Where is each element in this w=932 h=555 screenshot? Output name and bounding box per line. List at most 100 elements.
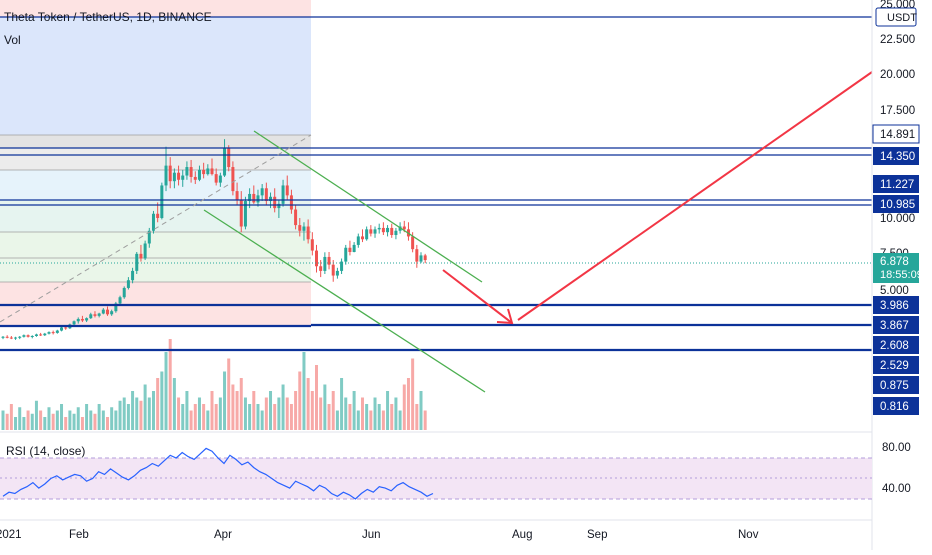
candle-body	[273, 196, 277, 209]
price-label-box	[873, 195, 919, 213]
volume-bar	[356, 410, 360, 430]
volume-bar	[214, 404, 218, 430]
price-label-box	[873, 376, 919, 394]
volume-bar	[118, 400, 122, 430]
volume-bar	[131, 391, 135, 430]
volume-bar	[277, 397, 281, 430]
fib-band	[0, 232, 311, 258]
candle-body	[126, 280, 130, 288]
volume-bar	[22, 417, 26, 430]
candle-body	[43, 333, 47, 336]
candle-body	[360, 236, 364, 240]
volume-bar	[369, 410, 373, 430]
arrowhead	[496, 308, 514, 325]
candle-body	[197, 169, 201, 180]
rsi-axis: 80.00 40.00	[882, 442, 911, 495]
candle-body	[85, 318, 89, 321]
candle-body	[76, 318, 80, 322]
volume-bar	[302, 352, 306, 430]
volume-bar	[106, 417, 109, 430]
volume-bar	[323, 384, 327, 430]
scroll-button[interactable]	[873, 522, 929, 550]
volume-bar	[39, 410, 43, 430]
volume-bar	[206, 410, 210, 430]
candle-body	[22, 335, 26, 337]
candle-body	[319, 266, 323, 271]
candle-body	[239, 199, 243, 227]
time-tick-label: Feb	[69, 529, 89, 541]
volume-bar	[185, 391, 189, 430]
candle-body	[172, 172, 176, 182]
price-label-box	[873, 147, 919, 165]
volume-bar	[26, 410, 30, 430]
candle-body	[390, 227, 394, 236]
time-tick-label: Aug	[512, 529, 532, 541]
candle-body	[89, 314, 93, 319]
candle-body	[202, 169, 206, 175]
volume-bar	[365, 404, 369, 430]
candle-body	[9, 337, 13, 339]
volume-bar	[348, 404, 352, 430]
volume-bar	[72, 413, 76, 430]
volume-bar	[181, 404, 185, 430]
volume-bar	[55, 410, 59, 430]
price-label-3-867: 3.867	[873, 316, 919, 334]
candle-body	[5, 336, 9, 338]
candle-body	[1, 336, 5, 338]
candle-body	[101, 309, 105, 314]
candle-body	[147, 230, 151, 244]
candle-body	[398, 226, 402, 231]
volume-bar	[160, 371, 164, 430]
price-label-text: 0.875	[880, 380, 909, 392]
volume-bar	[252, 391, 256, 430]
candle-body	[143, 243, 147, 259]
volume-bar	[386, 391, 390, 430]
symbol-title[interactable]: Theta Token / TetherUS, 1D, BINANCE	[4, 10, 212, 24]
price-label-text: 2.608	[880, 340, 909, 352]
volume-bar	[202, 404, 206, 430]
candle-body	[386, 227, 390, 233]
volume-bar	[406, 378, 410, 430]
candle-body	[223, 148, 227, 176]
blue-zone	[0, 0, 311, 135]
candle-body	[415, 249, 419, 262]
volume-bar	[93, 413, 97, 430]
volume-bar	[14, 417, 18, 430]
candle-body	[243, 201, 247, 227]
candle-body	[356, 236, 360, 245]
candle-body	[344, 247, 348, 262]
candle-body	[394, 230, 398, 236]
volume-bar	[310, 391, 314, 430]
price-label-text: 11.227	[880, 179, 914, 191]
candle-body	[227, 148, 231, 168]
fib-band	[0, 135, 311, 148]
price-tick-label: 17.500	[880, 105, 915, 117]
fib-band	[0, 306, 311, 326]
candle-body	[302, 226, 306, 231]
candle-body	[214, 174, 218, 183]
candle-body	[47, 332, 51, 334]
volume-bar	[269, 391, 273, 430]
candle-body	[26, 335, 30, 337]
candle-body	[231, 167, 235, 192]
volume-bar	[197, 397, 201, 430]
volume-bar	[97, 404, 101, 430]
volume-bar	[319, 397, 323, 430]
volume-bar	[373, 397, 377, 430]
volume-bar	[315, 365, 318, 430]
candle-body	[306, 226, 310, 240]
volume-bar	[30, 413, 34, 430]
scroll-button-bg	[873, 522, 929, 550]
volume-bar	[298, 371, 302, 430]
price-label-box	[873, 296, 919, 314]
candle-body	[72, 321, 76, 325]
candle-body	[135, 253, 139, 271]
price-label-box	[873, 175, 919, 193]
candle-body	[14, 337, 18, 339]
candle-body	[285, 185, 289, 196]
price-label-0-875: 0.875	[873, 376, 919, 394]
candle-body	[289, 195, 293, 210]
price-tick-label: 22.500	[880, 34, 915, 46]
